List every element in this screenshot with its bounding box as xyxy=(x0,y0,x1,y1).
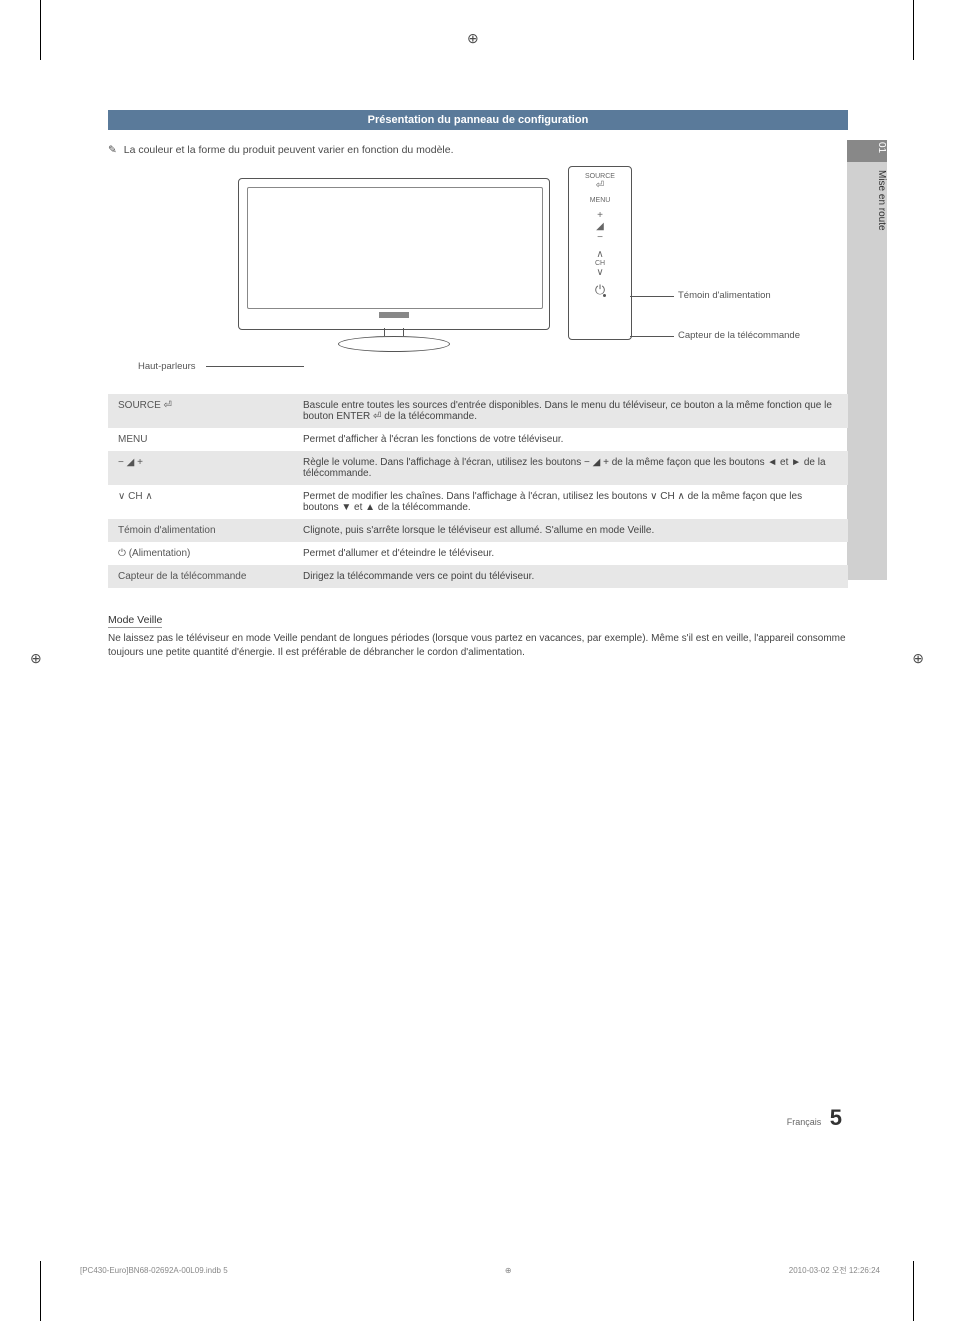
callout-line xyxy=(630,336,674,337)
row-label: Capteur de la télécommande xyxy=(108,565,293,588)
page-lang: Français xyxy=(787,1117,822,1127)
tv-stand-neck xyxy=(384,328,404,336)
panel-menu: MENU xyxy=(569,197,631,204)
note-text: La couleur et la forme du produit peuven… xyxy=(124,144,454,156)
panel-power: ⏻ xyxy=(569,284,631,296)
table-row: MENU Permet d'afficher à l'écran les fon… xyxy=(108,428,848,451)
panel-volume: + ◢ − xyxy=(569,210,631,243)
row-desc: Permet de modifier les chaînes. Dans l'a… xyxy=(293,485,848,519)
led-label: Témoin d'alimentation xyxy=(678,290,771,301)
tv-diagram: SOURCE ⏎ MENU + ◢ − ∧ CH ∨ ⏻ Témoin d'al… xyxy=(108,166,848,386)
note-icon: ✎ xyxy=(108,144,117,156)
crop-mark xyxy=(40,0,41,60)
speaker-label: Haut-parleurs xyxy=(138,361,196,372)
row-label: Témoin d'alimentation xyxy=(108,519,293,542)
control-panel: SOURCE ⏎ MENU + ◢ − ∧ CH ∨ ⏻ xyxy=(568,166,632,340)
row-desc: Clignote, puis s'arrête lorsque le télév… xyxy=(293,519,848,542)
table-row: ⏻ (Alimentation) Permet d'allumer et d'é… xyxy=(108,542,848,565)
row-desc: Règle le volume. Dans l'affichage à l'éc… xyxy=(293,451,848,485)
row-desc: Dirigez la télécommande vers ce point du… xyxy=(293,565,848,588)
table-row: Capteur de la télécommande Dirigez la té… xyxy=(108,565,848,588)
functions-table: SOURCE ⏎ Bascule entre toutes les source… xyxy=(108,394,848,588)
registration-mark: ⊕ xyxy=(467,30,479,47)
note: ✎ La couleur et la forme du produit peuv… xyxy=(108,144,848,156)
row-desc: Bascule entre toutes les sources d'entré… xyxy=(293,394,848,428)
footer-file: [PC430-Euro]BN68-02692A-00L09.indb 5 xyxy=(80,1266,228,1275)
footer-timestamp: 2010-03-02 오전 12:26:24 xyxy=(789,1265,880,1276)
tv-illustration xyxy=(238,178,548,348)
print-footer: [PC430-Euro]BN68-02692A-00L09.indb 5 ⊕ 2… xyxy=(80,1265,880,1276)
table-row: ∨ CH ∧ Permet de modifier les chaînes. D… xyxy=(108,485,848,519)
row-label: ⏻ (Alimentation) xyxy=(108,542,293,565)
tv-stand-base xyxy=(338,336,450,352)
side-tab-number: 01 xyxy=(847,142,887,153)
row-label: MENU xyxy=(108,428,293,451)
panel-source: SOURCE ⏎ xyxy=(569,173,631,191)
panel-channel: ∧ CH ∨ xyxy=(569,249,631,278)
callout-line xyxy=(630,296,674,297)
row-label: − ◢ + xyxy=(108,451,293,485)
row-label: SOURCE ⏎ xyxy=(108,394,293,428)
section-header: Présentation du panneau de configuration xyxy=(108,110,848,130)
remote-sensor-label: Capteur de la télécommande xyxy=(678,330,800,341)
callout-line xyxy=(206,366,304,367)
standby-heading: Mode Veille xyxy=(108,614,162,628)
tv-frame xyxy=(238,178,550,330)
tv-screen xyxy=(247,187,543,309)
registration-mark: ⊕ xyxy=(912,650,924,667)
side-tab-label: Mise en route xyxy=(847,168,887,231)
registration-mark: ⊕ xyxy=(30,650,42,667)
callout-dot xyxy=(603,294,606,297)
page-number: Français 5 xyxy=(787,1105,842,1131)
standby-text: Ne laissez pas le téléviseur en mode Vei… xyxy=(108,632,848,659)
table-row: Témoin d'alimentation Clignote, puis s'a… xyxy=(108,519,848,542)
table-row: − ◢ + Règle le volume. Dans l'affichage … xyxy=(108,451,848,485)
crop-mark xyxy=(913,1261,914,1321)
tv-logo xyxy=(379,312,409,318)
side-tab: 01 Mise en route xyxy=(847,140,887,580)
crop-mark xyxy=(913,0,914,60)
row-label: ∨ CH ∧ xyxy=(108,485,293,519)
row-desc: Permet d'afficher à l'écran les fonction… xyxy=(293,428,848,451)
crop-mark xyxy=(40,1261,41,1321)
table-row: SOURCE ⏎ Bascule entre toutes les source… xyxy=(108,394,848,428)
page-content: Présentation du panneau de configuration… xyxy=(108,110,848,659)
page-digit: 5 xyxy=(830,1105,842,1130)
row-desc: Permet d'allumer et d'éteindre le télévi… xyxy=(293,542,848,565)
footer-registration-icon: ⊕ xyxy=(505,1266,512,1275)
